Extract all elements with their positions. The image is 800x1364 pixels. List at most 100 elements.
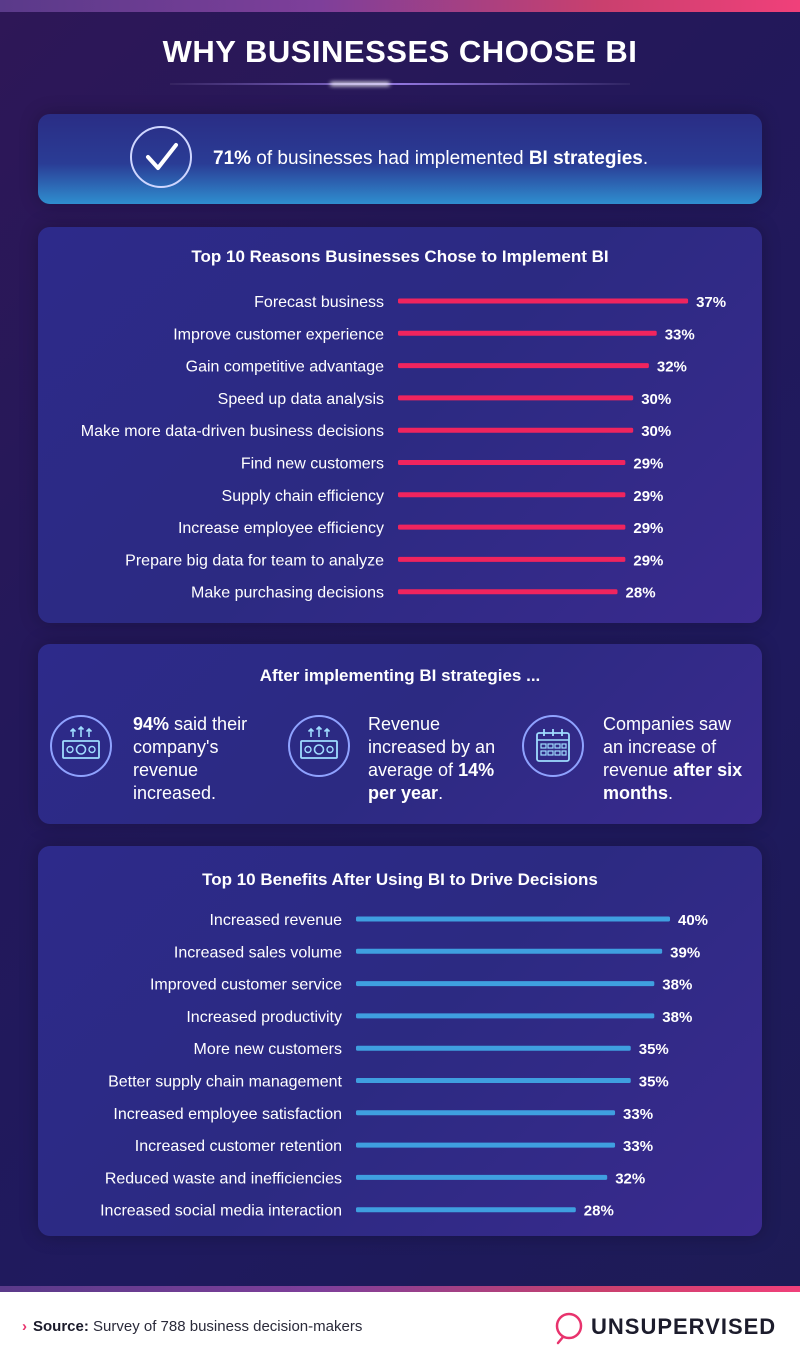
- source-text: Survey of 788 business decision-makers: [88, 1318, 363, 1335]
- data-label: 32%: [615, 1170, 645, 1187]
- stat-text: 71% of businesses had implemented BI str…: [213, 148, 648, 170]
- reasons-chart-card: Top 10 Reasons Businesses Chose to Imple…: [38, 227, 762, 623]
- category-label: Improve customer experience: [173, 326, 384, 343]
- data-label: 33%: [623, 1106, 653, 1123]
- bar: [398, 395, 634, 401]
- bar: [398, 492, 626, 498]
- category-label: Supply chain efficiency: [222, 488, 384, 505]
- data-label: 29%: [633, 488, 663, 505]
- after-item-3-bold: after six months: [603, 760, 743, 803]
- bar: [398, 556, 626, 562]
- data-label: 39%: [670, 944, 700, 961]
- after-item-3-rest: Companies saw an increase of revenue: [603, 714, 732, 780]
- benefits-chart: Increased revenue 40% Increased sales volu…: [100, 912, 708, 1220]
- category-label: Increased employee satisfaction: [113, 1106, 342, 1123]
- bar: [356, 1013, 655, 1019]
- category-label: Speed up data analysis: [218, 391, 384, 408]
- stat-highlight-bi: BI strategies: [528, 148, 643, 169]
- after-item-1-rest: said their company's revenue increased.: [133, 714, 248, 803]
- data-label: 30%: [641, 423, 671, 440]
- after-item-3-tail: .: [668, 783, 674, 803]
- source-note: › Source: Survey of 788 business decision…: [22, 1318, 362, 1335]
- category-label: Increased customer retention: [135, 1138, 342, 1155]
- data-label: 29%: [633, 456, 663, 473]
- data-label: 33%: [623, 1138, 653, 1155]
- data-label: 30%: [641, 391, 671, 408]
- bar: [356, 1078, 631, 1083]
- data-label: 35%: [639, 1041, 669, 1058]
- bar: [398, 524, 626, 530]
- data-label: 38%: [662, 977, 692, 994]
- bar: [356, 1045, 631, 1051]
- stat-text-part: of businesses had implemented: [251, 148, 529, 169]
- footer: › Source: Survey of 788 business decision…: [0, 1292, 800, 1364]
- title-divider-glow: [330, 82, 390, 86]
- money-up-icon: [50, 715, 112, 777]
- category-label: Improved customer service: [150, 977, 342, 994]
- checkmark-icon: [130, 126, 192, 188]
- reasons-chart-title: Top 10 Reasons Businesses Chose to Imple…: [191, 247, 609, 266]
- data-label: 40%: [678, 912, 708, 929]
- data-label: 29%: [633, 520, 663, 537]
- data-label: 37%: [696, 294, 726, 311]
- source-label: Source:: [33, 1318, 89, 1335]
- after-item-2-tail: .: [438, 783, 444, 803]
- after-item-2-text: Revenue increased by an average of 14% p…: [368, 713, 508, 805]
- after-item-2-bold: 14% per year: [368, 760, 495, 803]
- bar: [398, 363, 649, 369]
- top-accent-bar: [0, 0, 800, 12]
- data-label: 33%: [665, 326, 695, 343]
- bar: [356, 1142, 616, 1148]
- stat-card: 71% of businesses had implemented BI str…: [38, 114, 762, 204]
- category-label: Forecast business: [254, 294, 384, 311]
- after-item-1-text: 94% said their company's revenue increas…: [133, 713, 273, 805]
- category-label: Increased productivity: [186, 1009, 342, 1026]
- bar: [398, 330, 657, 336]
- data-label: 29%: [633, 552, 663, 569]
- bar: [356, 981, 655, 987]
- data-label: 28%: [626, 585, 656, 602]
- bar: [356, 948, 663, 954]
- data-label: 32%: [657, 359, 687, 376]
- benefits-chart-card: Top 10 Benefits After Using BI to Drive …: [38, 846, 762, 1236]
- calendar-icon: [522, 715, 584, 777]
- stat-text-end: .: [642, 148, 649, 169]
- category-label: Reduced waste and inefficiencies: [105, 1170, 342, 1187]
- stat-highlight-percent: 71%: [213, 148, 252, 169]
- money-up-icon: [288, 715, 350, 777]
- category-label: Better supply chain management: [108, 1074, 342, 1091]
- category-label: Prepare big data for team to analyze: [125, 552, 384, 569]
- page-title: WHY BUSINESSES CHOOSE BI: [162, 34, 638, 69]
- footer-accent-bar: [0, 1286, 800, 1292]
- category-label: Make purchasing decisions: [191, 585, 384, 602]
- brand-logo: UNSUPERVISED: [553, 1308, 783, 1348]
- brand-name: UNSUPERVISED: [591, 1314, 777, 1339]
- data-label: 35%: [639, 1074, 669, 1091]
- brand-logo-icon: [555, 1312, 583, 1345]
- after-item-2-rest: Revenue increased by an average of: [368, 714, 496, 780]
- category-label: Increase employee efficiency: [178, 520, 384, 537]
- benefits-chart-title: Top 10 Benefits After Using BI to Drive …: [202, 870, 598, 889]
- chevron-right-icon: ›: [22, 1318, 27, 1335]
- category-label: Gain competitive advantage: [186, 359, 384, 376]
- category-label: Make more data-driven business decisions: [81, 423, 384, 440]
- bar: [356, 1207, 576, 1213]
- after-title: After implementing BI strategies ...: [259, 666, 541, 685]
- after-item-3-text: Companies saw an increase of revenue aft…: [603, 713, 753, 805]
- bar: [398, 460, 626, 465]
- category-label: Increased revenue: [209, 912, 342, 929]
- category-label: Find new customers: [241, 456, 384, 473]
- reasons-chart: Forecast business 37% Improve customer exp…: [81, 294, 726, 602]
- bar: [398, 427, 634, 433]
- bar: [356, 916, 670, 922]
- after-item-1-bold: 94%: [133, 714, 170, 734]
- data-label: 38%: [662, 1009, 692, 1026]
- title-divider: [170, 83, 630, 85]
- category-label: Increased sales volume: [174, 944, 342, 961]
- bar: [356, 1110, 616, 1116]
- category-label: Increased social media interaction: [100, 1203, 342, 1220]
- category-label: More new customers: [194, 1041, 343, 1058]
- bar: [356, 1174, 608, 1180]
- data-label: 28%: [584, 1203, 614, 1220]
- bar: [398, 589, 618, 595]
